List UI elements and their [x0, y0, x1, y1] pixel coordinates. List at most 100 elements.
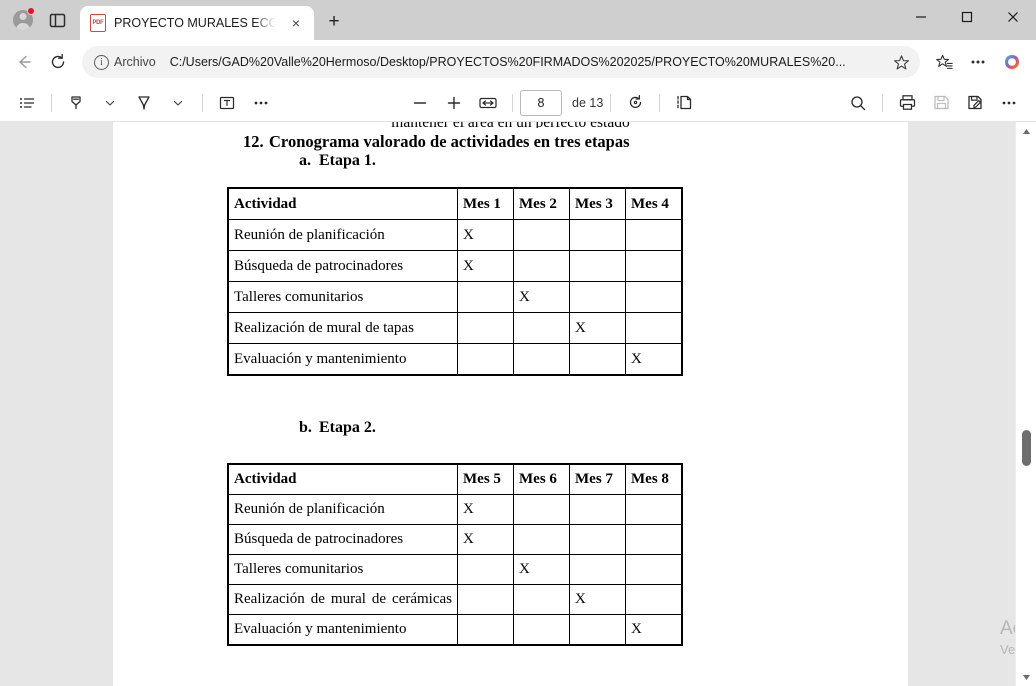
- printer-icon: [899, 95, 915, 110]
- month-cell: [514, 344, 569, 374]
- close-icon: [1008, 12, 1018, 22]
- month-cell: [514, 220, 569, 250]
- copilot-button[interactable]: [996, 46, 1028, 78]
- month-cell: X: [458, 220, 513, 250]
- maximize-button[interactable]: [944, 0, 990, 34]
- month-cell: [626, 495, 681, 524]
- tab-title: PROYECTO MURALES ECOLÓGICO: [114, 16, 276, 30]
- toolbar-more-button[interactable]: [244, 88, 278, 118]
- table-row: Talleres comunitarios X: [229, 555, 681, 584]
- toolbar-divider: [610, 93, 612, 112]
- column-header-month-1: Mes 1: [458, 189, 513, 219]
- month-cell: [570, 344, 625, 374]
- table-row: Realización de mural de cerámicas X: [229, 585, 681, 614]
- zoom-in-button[interactable]: [437, 88, 471, 118]
- pdf-more-options-button[interactable]: [992, 88, 1026, 118]
- tab-actions-menu-button[interactable]: [40, 3, 74, 37]
- page-number-input[interactable]: 8: [520, 89, 562, 116]
- scheme-label: Archivo: [114, 55, 156, 69]
- tab-strip: PDF PROYECTO MURALES ECOLÓGICO × +: [0, 0, 1036, 40]
- subsection-b-text: Etapa 2.: [319, 419, 376, 436]
- tab-close-icon[interactable]: ×: [291, 15, 301, 31]
- highlight-button[interactable]: [59, 88, 93, 118]
- month-cell: X: [458, 525, 513, 554]
- toolbar-divider: [51, 93, 52, 112]
- print-button[interactable]: [890, 88, 924, 118]
- month-cell: [458, 585, 513, 614]
- month-cell: X: [514, 282, 569, 312]
- close-button[interactable]: [990, 0, 1036, 34]
- pdf-toolbar: 8 de 13: [0, 84, 1036, 122]
- pdf-page: mantener el área en un perfecto estado 1…: [113, 122, 908, 686]
- table-header-row: Actividad Mes 1 Mes 2 Mes 3 Mes 4: [229, 189, 681, 219]
- rotate-icon: [629, 94, 641, 108]
- table-of-contents-button[interactable]: [10, 88, 44, 118]
- profile-avatar-button[interactable]: [6, 3, 40, 37]
- month-cell: X: [458, 251, 513, 281]
- table-row: Evaluación y mantenimiento X: [229, 344, 681, 374]
- pdf-file-icon: PDF: [90, 14, 106, 32]
- month-cell: [570, 495, 625, 524]
- plus-icon: [447, 96, 461, 109]
- browser-settings-more-button[interactable]: [962, 46, 994, 78]
- pdf-viewer[interactable]: mantener el área en un perfecto estado 1…: [0, 122, 1036, 686]
- fit-to-width-button[interactable]: [471, 88, 505, 118]
- minimize-icon: [916, 16, 926, 18]
- highlight-color-dropdown[interactable]: [93, 88, 127, 118]
- maximize-icon: [961, 11, 973, 23]
- triangle-down-icon: [1023, 674, 1030, 680]
- save-button[interactable]: [924, 88, 958, 118]
- table-row: Búsqueda de patrocinadores X: [229, 251, 681, 281]
- month-cell: [570, 555, 625, 584]
- column-header-month-7: Mes 7: [570, 465, 625, 494]
- address-bar[interactable]: i Archivo C:/Users/GAD%20Valle%20Hermoso…: [82, 46, 920, 78]
- favorites-button[interactable]: [928, 46, 960, 78]
- highlighter-icon: [71, 95, 81, 109]
- document-content: mantener el área en un perfecto estado 1…: [113, 122, 908, 686]
- table-row: Evaluación y mantenimiento X: [229, 615, 681, 644]
- month-cell: X: [458, 495, 513, 524]
- draw-color-dropdown[interactable]: [161, 88, 195, 118]
- activity-name: Evaluación y mantenimiento: [229, 344, 457, 374]
- new-tab-button[interactable]: +: [328, 11, 340, 32]
- column-header-month-5: Mes 5: [458, 465, 513, 494]
- split-pane-icon: [49, 13, 65, 27]
- scroll-down-arrow[interactable]: [1016, 668, 1036, 686]
- back-button[interactable]: [8, 46, 40, 78]
- add-favorite-button[interactable]: [888, 49, 914, 75]
- reload-button[interactable]: [42, 46, 74, 78]
- table-row: Reunión de planificación X: [229, 220, 681, 250]
- add-text-button[interactable]: [210, 88, 244, 118]
- zoom-out-button[interactable]: [403, 88, 437, 118]
- ellipsis-icon: [971, 60, 985, 64]
- previous-paragraph-clipped: mantener el área en un perfecto estado: [113, 122, 908, 128]
- table-row: Realización de mural de tapas X: [229, 313, 681, 343]
- table-row: Talleres comunitarios X: [229, 282, 681, 312]
- rotate-button[interactable]: [618, 88, 652, 118]
- draw-button[interactable]: [127, 88, 161, 118]
- subsection-heading-b: b. Etapa 2.: [299, 419, 376, 437]
- month-cell: [626, 313, 681, 343]
- save-as-button[interactable]: [958, 88, 992, 118]
- site-info-pill[interactable]: i Archivo: [92, 53, 164, 72]
- month-cell: [626, 525, 681, 554]
- search-button[interactable]: [841, 88, 875, 118]
- browser-tab[interactable]: PDF PROYECTO MURALES ECOLÓGICO ×: [80, 6, 314, 40]
- page-total-label: de 13: [572, 95, 604, 110]
- scrollbar-thumb[interactable]: [1022, 430, 1031, 466]
- activity-name: Búsqueda de patrocinadores: [229, 251, 457, 281]
- activity-name: Reunión de planificación: [229, 495, 457, 524]
- schedule-table-stage-1: Actividad Mes 1 Mes 2 Mes 3 Mes 4 Reunió…: [227, 187, 683, 376]
- activity-name: Evaluación y mantenimiento: [229, 615, 457, 644]
- column-header-month-2: Mes 2: [514, 189, 569, 219]
- page-view-button[interactable]: [667, 88, 701, 118]
- search-icon: [851, 95, 866, 110]
- url-text: C:/Users/GAD%20Valle%20Hermoso/Desktop/P…: [169, 55, 846, 69]
- minimize-button[interactable]: [898, 0, 944, 34]
- month-cell: [514, 251, 569, 281]
- month-cell: [626, 282, 681, 312]
- vertical-scrollbar[interactable]: [1015, 122, 1036, 686]
- scroll-up-arrow[interactable]: [1016, 122, 1036, 140]
- save-as-pen-icon: [967, 95, 982, 110]
- activity-name: Talleres comunitarios: [229, 282, 457, 312]
